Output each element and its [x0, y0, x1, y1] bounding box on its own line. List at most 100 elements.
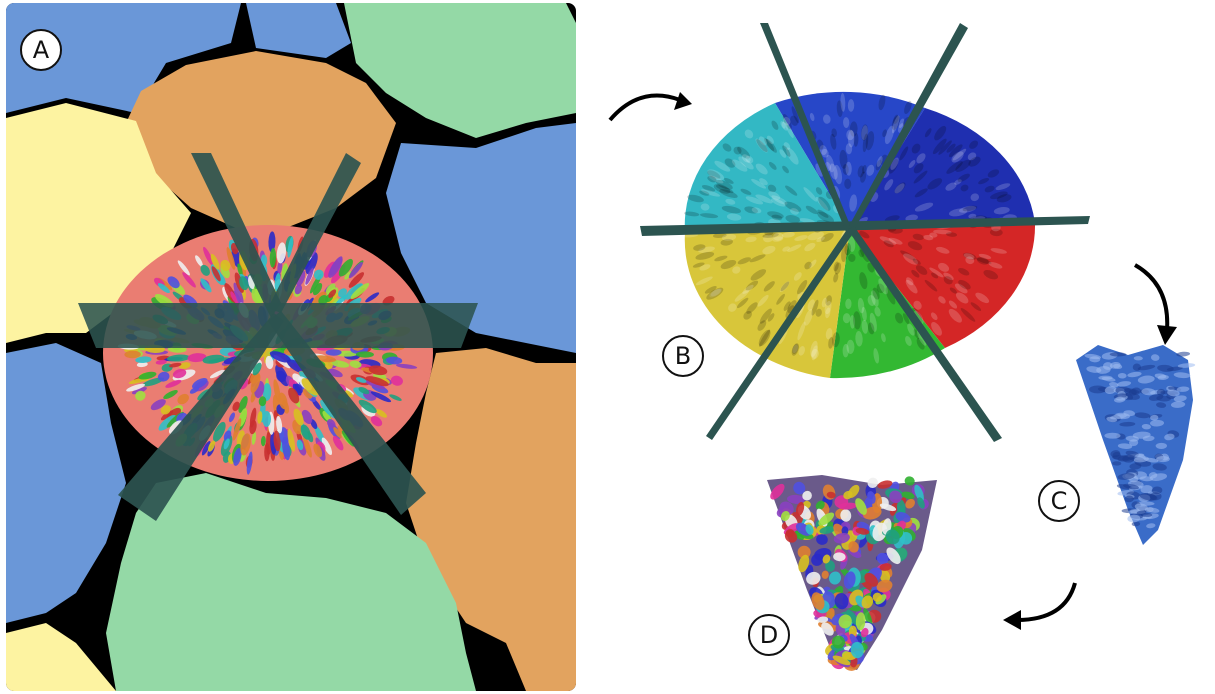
cell: [1109, 361, 1121, 369]
cell: [262, 410, 272, 427]
cell: [776, 293, 785, 305]
cell: [160, 405, 171, 415]
cell: [1089, 356, 1101, 363]
cell: [305, 268, 314, 285]
cell: [824, 300, 832, 315]
cell: [881, 333, 886, 343]
cell: [1122, 455, 1135, 463]
cell: [1155, 442, 1168, 449]
cell: [232, 418, 242, 441]
cell: [914, 188, 928, 198]
cell: [858, 249, 865, 258]
cell: [823, 114, 831, 124]
cell: [820, 233, 834, 243]
cell: [167, 276, 180, 289]
cell: [344, 271, 352, 280]
cell: [845, 298, 852, 310]
cell: [1170, 401, 1186, 408]
cell: [804, 261, 812, 270]
cell: [733, 146, 742, 155]
cell: [861, 595, 874, 609]
cell: [1124, 495, 1134, 503]
cell: [724, 158, 736, 168]
cell: [943, 276, 953, 285]
cell: [867, 477, 879, 488]
cell: [1117, 443, 1133, 449]
cell: [853, 311, 861, 330]
cell: [1131, 521, 1141, 527]
cell: [831, 128, 837, 138]
cell: [849, 315, 856, 329]
panel-c-wedge: [1076, 345, 1196, 545]
cell: [232, 401, 240, 412]
cell: [952, 148, 967, 161]
plane-b-horizontal: [640, 216, 1090, 236]
cell: [715, 179, 733, 190]
cell: [929, 232, 938, 238]
cell: [859, 230, 870, 239]
cell: [136, 361, 148, 368]
cell: [715, 185, 734, 194]
cell: [772, 236, 784, 242]
cell: [902, 313, 910, 325]
cell: [233, 447, 242, 466]
cell: [913, 163, 924, 174]
cell: [904, 100, 912, 115]
cell: [844, 242, 852, 256]
cell: [809, 259, 817, 269]
cell: [749, 254, 766, 263]
cell: [207, 440, 216, 452]
cell: [818, 196, 831, 211]
cell: [1123, 483, 1139, 490]
cell: [276, 370, 286, 383]
cell: [853, 133, 859, 147]
tile-blue-left: [6, 343, 126, 623]
cell: [708, 175, 724, 184]
panel-a-segmentation: A: [6, 3, 576, 691]
cell: [975, 292, 990, 304]
cell: [872, 592, 882, 602]
cell: [187, 353, 207, 363]
cell: [913, 300, 922, 310]
cell: [765, 138, 777, 153]
cell: [946, 160, 963, 174]
cell: [833, 273, 839, 283]
cell: [786, 494, 805, 504]
cutting-plane-upper-left: [191, 153, 281, 318]
cell: [915, 265, 928, 275]
cell: [720, 259, 737, 270]
cutting-plane-lower-right: [268, 311, 426, 515]
cell: [764, 138, 775, 151]
cell: [1101, 376, 1116, 382]
cell: [958, 279, 971, 290]
cell: [211, 266, 221, 282]
cell: [1127, 371, 1142, 378]
cell: [700, 203, 710, 211]
cell: [891, 115, 900, 134]
cell: [226, 247, 236, 270]
cell: [1173, 395, 1187, 402]
cell: [804, 309, 813, 326]
cell: [1144, 457, 1159, 463]
cell: [341, 430, 355, 447]
cell: [911, 269, 920, 278]
cell: [995, 183, 1011, 191]
cell: [706, 287, 724, 300]
cell: [907, 323, 915, 336]
cell: [1137, 375, 1155, 384]
cell: [202, 354, 225, 364]
tile-blue-top: [246, 3, 351, 58]
cell: [872, 287, 880, 300]
cell: [914, 484, 924, 502]
cell: [948, 300, 958, 309]
cell: [933, 229, 952, 235]
cell: [932, 138, 947, 155]
cell: [251, 431, 257, 445]
cell: [135, 356, 152, 364]
cell-texture-d: [770, 476, 929, 671]
cell: [375, 409, 388, 418]
cell: [767, 211, 784, 219]
cell: [905, 214, 918, 222]
cell: [771, 195, 788, 205]
cell: [770, 483, 785, 500]
